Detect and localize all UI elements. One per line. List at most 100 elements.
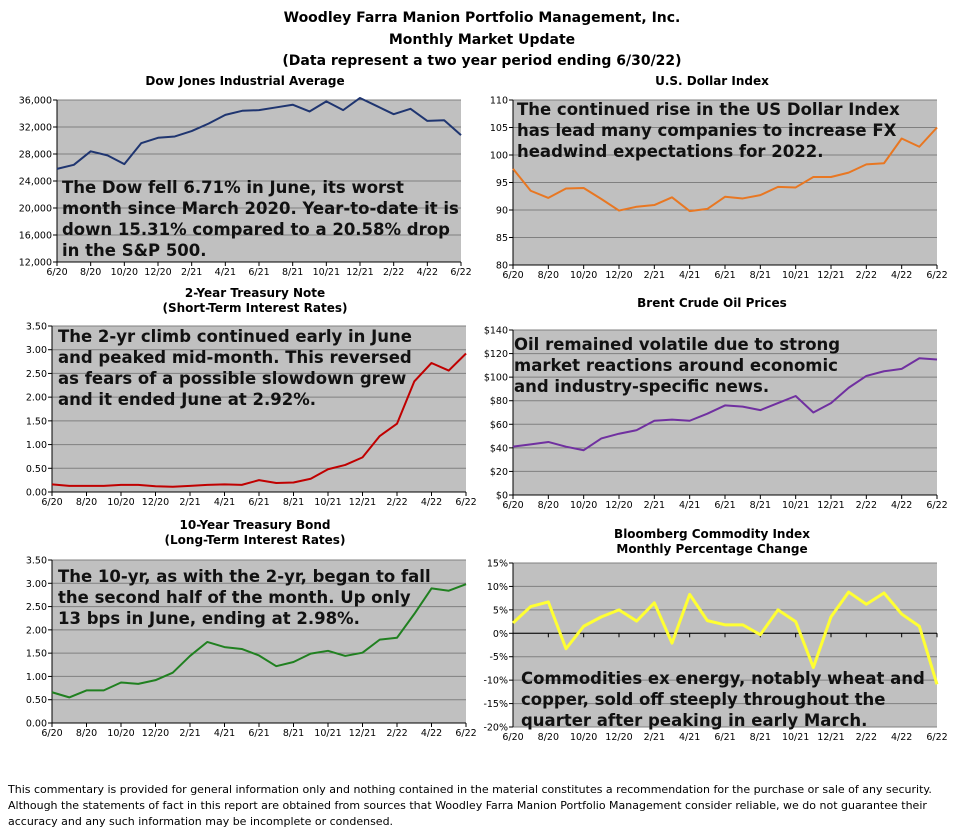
y-tick-label: 24,000: [19, 177, 52, 188]
x-tick-label: 4/22: [421, 497, 442, 508]
y-tick-label: $60: [490, 420, 508, 431]
plot-area: [52, 326, 466, 492]
annotation-line: in the S&P 500.: [62, 241, 207, 260]
y-tick-label: 1.00: [26, 672, 47, 683]
annotation-line: as fears of a possible slowdown grew: [58, 369, 407, 388]
disclaimer-line: accuracy and any such information may be…: [8, 815, 394, 828]
x-tick-label: 6/20: [502, 732, 523, 743]
y-tick-label: 0.50: [26, 695, 47, 706]
x-tick-label: 12/21: [346, 267, 373, 278]
annotation-line: The continued rise in the US Dollar Inde…: [517, 100, 900, 119]
x-tick-label: 4/21: [214, 497, 235, 508]
y-tick-label: 1.50: [26, 649, 47, 660]
y-tick-label: 95: [496, 178, 508, 189]
x-tick-label: 8/20: [76, 497, 97, 508]
x-tick-label: 8/20: [538, 732, 559, 743]
y-tick-label: 10%: [487, 582, 508, 593]
x-tick-label: 4/22: [421, 728, 442, 739]
x-tick-label: 6/22: [455, 728, 476, 739]
y-tick-label: 16,000: [19, 231, 52, 242]
x-tick-label: 6/21: [248, 497, 269, 508]
x-tick-label: 6/20: [502, 500, 523, 511]
x-tick-label: 2/22: [856, 270, 877, 281]
chart-title-text: U.S. Dollar Index: [655, 74, 769, 88]
x-tick-label: 10/21: [782, 270, 809, 281]
annotation-line: 13 bps in June, ending at 2.98%.: [58, 609, 360, 628]
chart-title-text: Brent Crude Oil Prices: [637, 296, 787, 310]
x-tick-label: 2/22: [383, 267, 404, 278]
y-tick-label: $120: [484, 349, 508, 360]
annotation-line: and industry-specific news.: [514, 377, 770, 396]
y-tick-label: -15%: [483, 699, 508, 710]
x-tick-label: 8/20: [76, 728, 97, 739]
y-tick-label: 3.00: [26, 345, 47, 356]
x-tick-label: 2/21: [644, 732, 665, 743]
x-tick-label: 12/20: [605, 500, 632, 511]
report-period: (Data represent a two year period ending…: [282, 53, 682, 69]
y-tick-label: 36,000: [19, 96, 52, 107]
x-tick-label: 6/22: [926, 732, 947, 743]
x-tick-label: 8/21: [283, 497, 304, 508]
x-tick-label: 6/22: [926, 500, 947, 511]
x-tick-label: 4/21: [679, 732, 700, 743]
y-tick-label: 32,000: [19, 123, 52, 134]
x-tick-label: 8/20: [538, 500, 559, 511]
y-tick-label: 0%: [493, 629, 508, 640]
chart-annotation: The continued rise in the US Dollar Inde…: [517, 99, 900, 162]
chart-title-text: Bloomberg Commodity Index: [614, 527, 810, 541]
annotation-line: Commodities ex energy, notably wheat and: [521, 669, 925, 688]
y-tick-label: $80: [490, 396, 508, 407]
x-tick-label: 12/21: [349, 497, 376, 508]
x-tick-label: 2/22: [856, 500, 877, 511]
y-tick-label: 90: [496, 206, 508, 217]
annotation-line: and it ended June at 2.92%.: [58, 390, 317, 409]
y-tick-label: 0.50: [26, 464, 47, 475]
x-tick-label: 10/20: [570, 500, 597, 511]
x-tick-label: 2/21: [181, 267, 202, 278]
x-tick-label: 4/22: [891, 500, 912, 511]
x-tick-label: 4/21: [214, 728, 235, 739]
y-tick-label: -20%: [483, 723, 508, 734]
x-tick-label: 4/22: [891, 732, 912, 743]
annotation-line: down 15.31% compared to a 20.58% drop: [62, 220, 450, 239]
x-tick-label: 10/20: [570, 732, 597, 743]
y-tick-label: 3.00: [26, 579, 47, 590]
annotation-line: The Dow fell 6.71% in June, its worst: [62, 178, 404, 197]
y-tick-label: 2.00: [26, 625, 47, 636]
chart-subtitle: (Long-Term Interest Rates): [164, 533, 346, 547]
chart-title: 10-Year Treasury Bond (Long-Term Interest…: [55, 518, 455, 548]
x-tick-label: 10/20: [111, 267, 138, 278]
x-tick-label: 2/22: [856, 732, 877, 743]
x-tick-label: 2/22: [386, 728, 407, 739]
x-tick-label: 4/22: [417, 267, 438, 278]
y-tick-label: $20: [490, 467, 508, 478]
chart-annotation: The Dow fell 6.71% in June, its worst mon…: [62, 177, 459, 261]
x-tick-label: 6/21: [248, 728, 269, 739]
x-tick-label: 12/20: [605, 270, 632, 281]
y-tick-label: $40: [490, 443, 508, 454]
report-subtitle: Monthly Market Update: [388, 32, 576, 48]
x-tick-label: 10/20: [107, 497, 134, 508]
chart-subtitle: (Short-Term Interest Rates): [162, 301, 348, 315]
y-tick-label: 80: [496, 261, 508, 272]
x-tick-label: 12/21: [817, 500, 844, 511]
x-tick-label: 8/21: [750, 732, 771, 743]
x-tick-label: 4/22: [891, 270, 912, 281]
y-tick-label: 100: [490, 151, 508, 162]
x-tick-label: 12/20: [144, 267, 171, 278]
x-tick-label: 10/21: [313, 267, 340, 278]
annotation-line: The 2-yr climb continued early in June: [58, 327, 412, 346]
x-tick-label: 2/22: [386, 497, 407, 508]
y-tick-label: $0: [496, 491, 508, 502]
y-tick-label: 0.00: [26, 719, 47, 730]
chart-annotation: The 2-yr climb continued early in June an…: [58, 326, 412, 410]
x-tick-label: 8/21: [750, 270, 771, 281]
x-tick-label: 2/21: [179, 497, 200, 508]
report-title: Woodley Farra Manion Portfolio Managemen…: [283, 10, 681, 26]
x-tick-label: 10/21: [782, 732, 809, 743]
y-tick-label: -10%: [483, 676, 508, 687]
